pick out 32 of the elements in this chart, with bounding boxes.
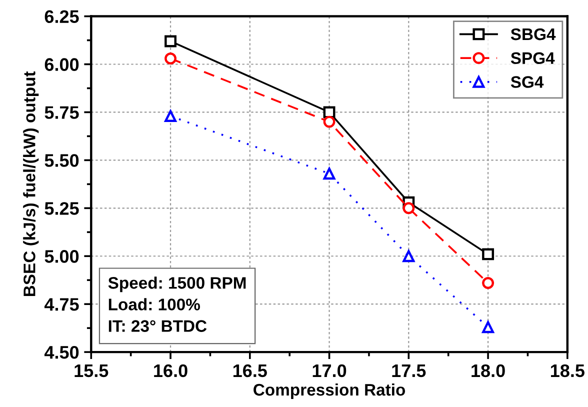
y-tick-label: 5.00: [44, 250, 79, 263]
x-tick-label: 17.5: [392, 364, 426, 378]
annotation: Speed: 1500 RPM Load: 100% IT: 23° BTDC: [108, 276, 246, 332]
x-tick-label: 18.0: [472, 364, 505, 378]
point: [323, 168, 336, 180]
point: [482, 277, 494, 289]
x-tick-label: 18.5: [550, 364, 584, 378]
legend-label: SPG4: [510, 52, 555, 64]
y-tick-label: 6.25: [44, 10, 79, 23]
y-tick-label: 4.75: [44, 298, 79, 311]
point: [482, 321, 494, 334]
y-tick-label: 5.75: [44, 106, 79, 119]
point: [164, 52, 176, 64]
point: [402, 202, 415, 214]
x-tick-label: 15.5: [74, 364, 108, 378]
legend-label: SBG4: [510, 28, 556, 40]
y-tick-label: 4.50: [44, 346, 79, 359]
point: [482, 248, 494, 260]
point: [164, 110, 176, 122]
point: [323, 106, 336, 118]
x-axis-title: Compression Ratio: [254, 383, 406, 400]
point: [164, 35, 176, 48]
x-tick-label: 17.0: [312, 364, 346, 378]
point: [402, 250, 415, 262]
point: [323, 116, 336, 128]
legend-label: SG4: [510, 76, 544, 88]
x-tick-label: 16.5: [233, 364, 267, 378]
y-tick-label: 5.25: [44, 202, 79, 215]
y-tick-label: 6.00: [44, 58, 79, 71]
y-tick-label: 5.50: [44, 154, 79, 167]
x-tick-label: 16.0: [154, 364, 188, 378]
y-axis-title: BSEC (kJ/s) fuel/(kW) output: [23, 71, 39, 296]
